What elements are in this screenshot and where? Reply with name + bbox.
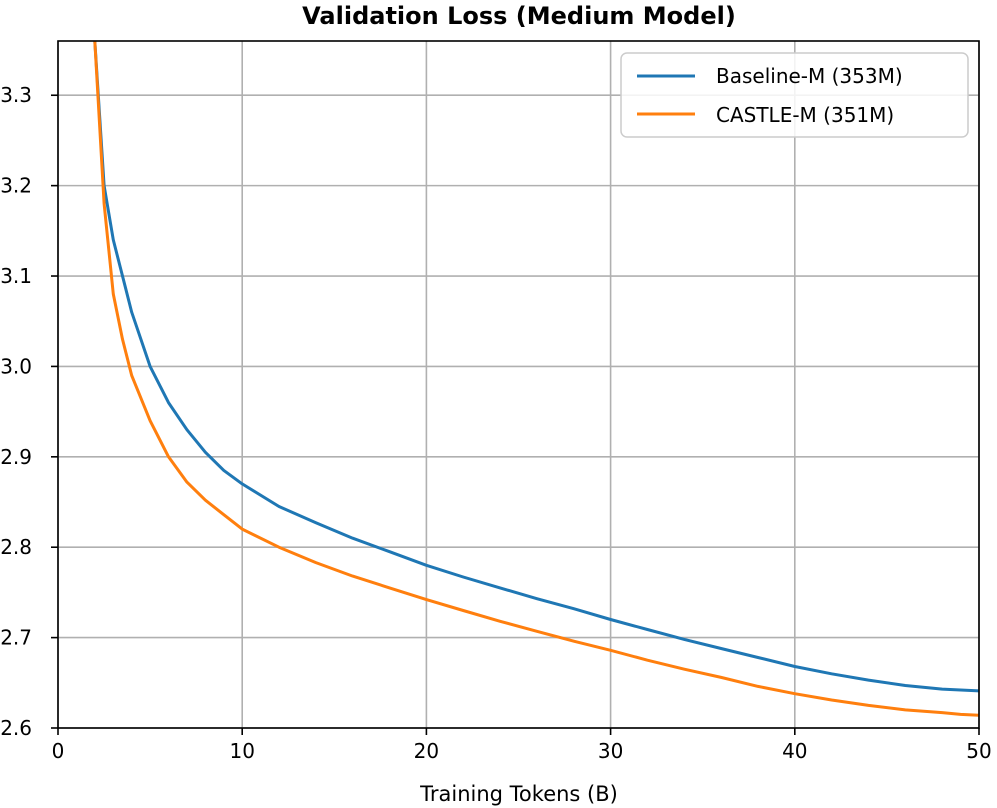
legend: Baseline-M (353M) CASTLE-M (351M) <box>620 52 969 138</box>
grid <box>57 41 980 729</box>
y-tick-label: 2.7 <box>0 626 32 650</box>
x-tick-label: 50 <box>966 739 991 763</box>
legend-box <box>620 52 969 138</box>
legend-label-castle: CASTLE-M (351M) <box>716 103 894 127</box>
chart-title: Validation Loss (Medium Model) <box>302 2 736 30</box>
series-line-baseline <box>93 41 979 693</box>
y-tick-label: 2.9 <box>0 445 32 469</box>
legend-label-baseline: Baseline-M (353M) <box>716 64 903 88</box>
plot-frame <box>57 40 980 729</box>
series-layer <box>93 41 979 717</box>
y-tick-label: 3.3 <box>0 83 32 107</box>
y-tick-label: 3.1 <box>0 264 32 288</box>
x-tick-label: 30 <box>598 739 623 763</box>
y-tick-label: 3.2 <box>0 174 32 198</box>
x-tick-label: 0 <box>52 739 65 763</box>
y-tick-label: 2.6 <box>0 716 32 740</box>
x-axis-label: Training Tokens (B) <box>419 782 618 806</box>
y-tick-label: 2.8 <box>0 535 32 559</box>
axis-ticks: 0 10 20 30 40 50 2.6 2.7 2.8 2.9 3.0 3.1 3.2 3.3 <box>0 83 992 763</box>
series-line-castle <box>93 41 979 717</box>
x-tick-label: 20 <box>414 739 439 763</box>
x-tick-label: 40 <box>782 739 807 763</box>
y-tick-label: 3.0 <box>0 354 32 378</box>
x-tick-label: 10 <box>229 739 254 763</box>
